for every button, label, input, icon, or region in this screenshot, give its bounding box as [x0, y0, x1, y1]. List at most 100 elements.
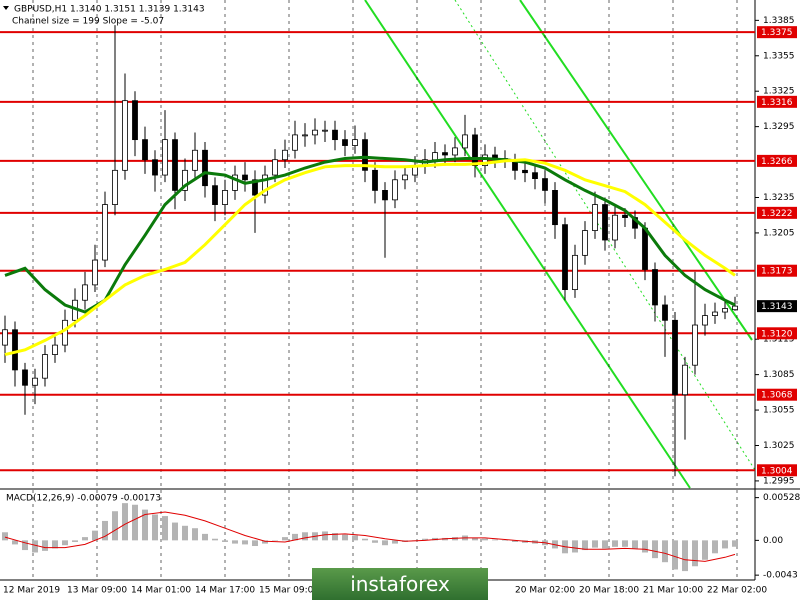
y-tick-label: 1.3235 [763, 193, 795, 203]
candle-body [42, 354, 48, 379]
candle-body [172, 139, 178, 191]
candle-body [522, 169, 528, 174]
channel-upper [519, 0, 753, 341]
candle-body [302, 134, 308, 137]
macd-bar [182, 525, 188, 541]
candle-body [442, 152, 448, 156]
macd-bar [612, 540, 618, 547]
y-tick-label: 1.3295 [763, 122, 795, 132]
last-price-label: 1.3143 [761, 302, 793, 312]
macd-bar [322, 531, 328, 541]
candle-body [472, 134, 478, 167]
candle-body [642, 227, 648, 270]
candle-body [462, 134, 468, 149]
level-label-box [757, 154, 797, 167]
macd-bar [242, 540, 248, 545]
y-tick-label: 1.2995 [763, 476, 795, 486]
macd-bar [112, 511, 118, 541]
candle-body [382, 190, 388, 201]
x-tick-label: 13 Mar 09:00 [67, 586, 127, 596]
y-tick-label: 0.00528 [763, 493, 800, 503]
level-label-box [757, 327, 797, 340]
candle-body [692, 324, 698, 366]
candle-body [242, 174, 248, 181]
candle-body [582, 230, 588, 256]
candle-body [562, 224, 568, 291]
level-label: 1.3004 [761, 466, 793, 476]
candle-body [52, 344, 58, 355]
level-label-box [757, 464, 797, 477]
candle-body [112, 169, 118, 205]
macd-bar [632, 540, 638, 549]
macd-bar [472, 537, 478, 541]
candle-body [92, 259, 98, 286]
level-label: 1.3266 [761, 157, 793, 167]
macd-bar [662, 540, 668, 563]
macd-bar [682, 540, 688, 572]
macd-bar [152, 514, 158, 541]
y-tick-label: 1.3325 [763, 87, 795, 97]
candle-body [342, 139, 348, 146]
candle-body [702, 315, 708, 326]
macd-bar [212, 538, 218, 541]
level-label: 1.3375 [761, 28, 793, 38]
y-tick-label: 1.3085 [763, 370, 795, 380]
y-tick-label: 1.3055 [763, 406, 795, 416]
macd-bar [722, 540, 728, 549]
last-price-box [757, 300, 797, 313]
candle-body [542, 178, 548, 191]
candle-body [122, 100, 128, 171]
macd-bar [572, 540, 578, 553]
y-tick-label: 1.3205 [763, 228, 795, 238]
macd-bar [172, 522, 178, 541]
macd-bar [582, 540, 588, 551]
candle-body [282, 149, 288, 161]
candle-body [332, 129, 338, 141]
macd-bar [602, 540, 608, 549]
candle-body [192, 149, 198, 171]
macd-bar [122, 503, 128, 541]
candle-body [12, 329, 18, 371]
macd-bar [652, 540, 658, 559]
macd-bar [132, 504, 138, 541]
macd-bar [282, 537, 288, 541]
candle-body [142, 139, 148, 161]
candle-body [32, 377, 38, 386]
y-tick-label: 1.3115 [763, 335, 795, 345]
candle-body [452, 147, 458, 156]
moving-average [4, 158, 736, 357]
x-tick-label: 20 Mar 02:00 [515, 586, 575, 596]
level-label-box [757, 26, 797, 39]
level-label-box [757, 388, 797, 401]
candle-body [592, 204, 598, 231]
macd-bar [692, 540, 698, 567]
candle-body [372, 169, 378, 191]
level-label: 1.3068 [761, 391, 793, 401]
macd-bar [342, 534, 348, 541]
y-tick-label: 1.3385 [763, 16, 795, 26]
macd-bar [202, 533, 208, 541]
candle-body [712, 311, 718, 316]
level-label: 1.3120 [761, 329, 793, 339]
macd-bar [372, 540, 378, 543]
x-tick-label: 14 Mar 17:00 [195, 586, 255, 596]
candle-body [682, 364, 688, 396]
x-tick-label: 20 Mar 18:00 [579, 586, 639, 596]
macd-bar [252, 540, 258, 547]
macd-bar [492, 539, 498, 541]
candle-body [262, 174, 268, 196]
x-tick-label: 22 Mar 02:00 [707, 586, 767, 596]
candle-body [212, 185, 218, 205]
channel-lower [364, 0, 691, 489]
macd-bar [72, 540, 78, 542]
candle-body [662, 304, 668, 321]
candle-body [322, 129, 328, 132]
macd-bar [82, 537, 88, 541]
level-label-box [757, 264, 797, 277]
macd-bar [12, 540, 18, 545]
macd-bar [482, 538, 488, 541]
macd-bar [362, 538, 368, 541]
